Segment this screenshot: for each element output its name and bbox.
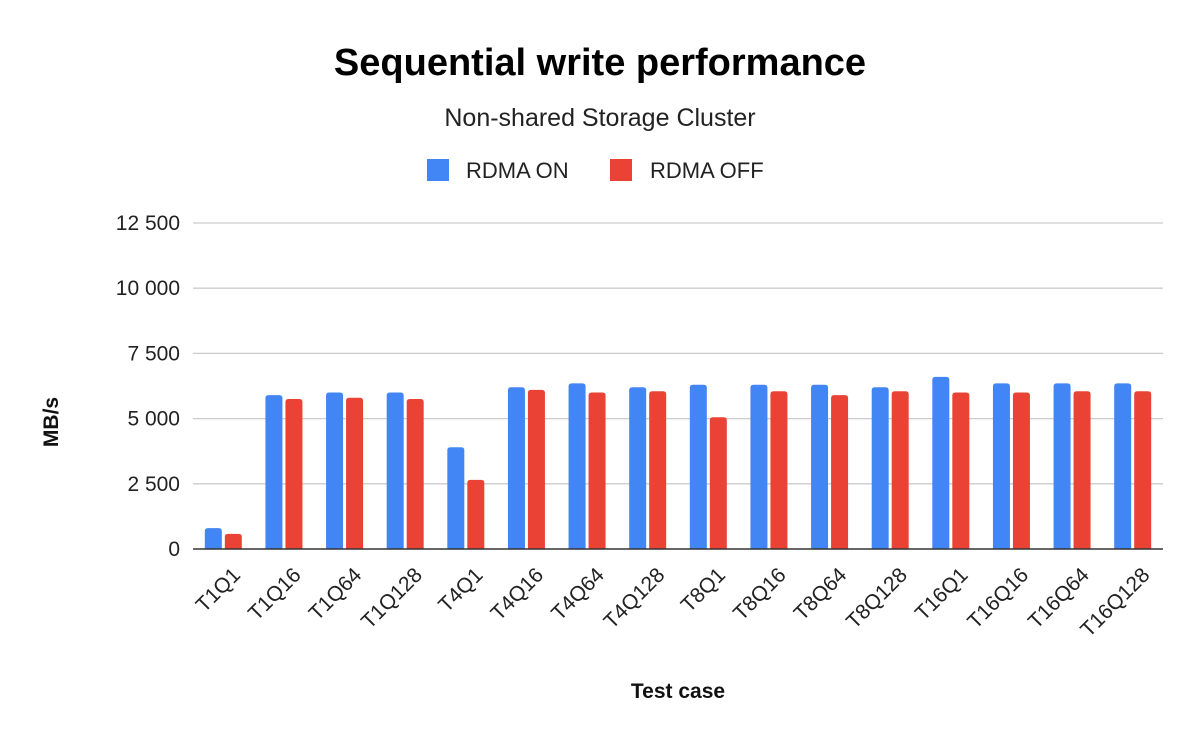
y-tick-label: 0 [168,538,180,561]
legend: RDMA ON RDMA OFF [427,158,764,183]
y-axis-ticks: 0 2 500 5 000 7 500 10 000 12 500 [116,212,180,561]
x-tick-label: T4Q128 [599,563,669,633]
bar-rdma-off-t1q64 [346,397,364,549]
x-tick-label: T4Q16 [486,563,548,625]
bar-rdma-on-t4q16 [507,387,525,549]
x-tick-label: T8Q16 [729,563,791,625]
bar-rdma-on-t1q128 [386,392,404,549]
x-tick-label: T8Q1 [677,563,730,616]
y-tick-label: 10 000 [116,277,180,300]
legend-swatch-rdma-on [427,159,449,181]
bar-rdma-on-t1q1 [204,528,222,549]
legend-label-rdma-on: RDMA ON [466,158,569,183]
bar-rdma-off-t16q128 [1134,391,1152,549]
chart-title: Sequential write performance [334,42,866,84]
bar-rdma-on-t1q64 [326,392,344,549]
x-tick-label: T1Q16 [244,563,306,625]
chart-subtitle: Non-shared Storage Cluster [444,104,755,132]
bar-rdma-on-t16q128 [1114,383,1132,549]
bar-rdma-off-t8q64 [831,395,849,549]
x-tick-label: T4Q1 [434,563,487,616]
bar-rdma-off-t1q128 [406,399,424,549]
bar-rdma-off-t4q16 [527,389,545,549]
bar-rdma-on-t4q128 [629,387,647,549]
legend-label-rdma-off: RDMA OFF [650,158,764,183]
bar-rdma-off-t8q1 [709,417,727,549]
bar-rdma-on-t8q1 [689,384,707,549]
bar-rdma-on-t4q64 [568,383,586,549]
bar-rdma-on-t8q64 [811,384,829,549]
x-axis-label: Test case [631,680,725,703]
bar-rdma-off-t4q128 [649,391,667,549]
bar-rdma-off-t1q16 [285,399,303,549]
bar-rdma-off-t16q1 [952,392,970,549]
y-tick-label: 2 500 [127,473,180,496]
bar-rdma-on-t4q1 [447,447,465,549]
bar-rdma-on-t16q64 [1053,383,1071,549]
bar-rdma-on-t8q128 [871,387,889,549]
bar-rdma-off-t16q16 [1012,392,1030,549]
y-tick-label: 5 000 [127,408,180,431]
x-tick-label: T1Q128 [357,563,427,633]
x-tick-label: T8Q128 [842,563,912,633]
bar-rdma-off-t1q1 [224,533,242,549]
y-tick-label: 12 500 [116,212,180,235]
y-tick-label: 7 500 [127,342,180,365]
bar-rdma-on-t16q16 [992,383,1010,549]
bar-rdma-off-t4q64 [588,392,606,549]
x-tick-label: T16Q16 [963,563,1033,633]
bar-rdma-on-t1q16 [265,395,283,549]
bar-rdma-on-t8q16 [750,384,768,549]
bar-rdma-off-t16q64 [1073,391,1091,549]
legend-swatch-rdma-off [610,159,632,181]
bars [204,376,1152,549]
bar-rdma-off-t4q1 [467,479,485,549]
bar-rdma-off-t8q128 [891,391,909,549]
x-tick-label: T1Q1 [192,563,245,616]
y-axis-label: MB/s [40,397,63,447]
bar-rdma-off-t8q16 [770,391,788,549]
bar-rdma-on-t16q1 [932,376,950,549]
